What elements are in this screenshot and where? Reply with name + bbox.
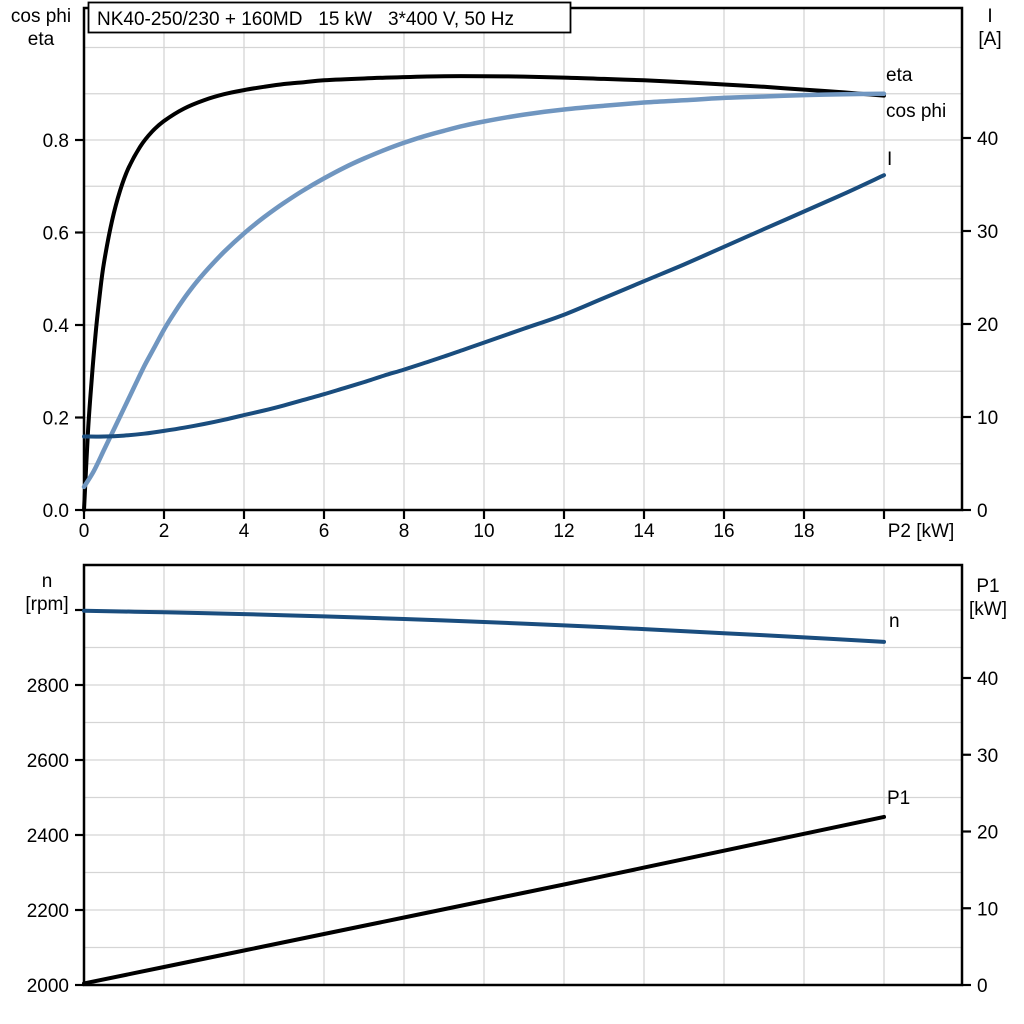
panel-bottom: 20002200240026002800010203040n[rpm]P1[kW… — [25, 563, 1007, 997]
left-tick-label: 0.4 — [43, 316, 70, 337]
right-tick-label: 30 — [977, 222, 998, 243]
x-tick-label: 8 — [399, 521, 410, 542]
right-tick-label: 20 — [977, 315, 998, 336]
left-axis-title-line2: [rpm] — [25, 594, 68, 615]
curve-label-eta: eta — [886, 65, 913, 86]
x-tick-label: 10 — [473, 521, 494, 542]
x-tick-label: 0 — [79, 521, 90, 542]
left-tick-label: 0.8 — [43, 131, 69, 152]
left-tick-label: 0.6 — [43, 224, 69, 245]
x-tick-label: 12 — [553, 521, 574, 542]
title-box-frame — [87, 1, 572, 34]
x-tick-label: 6 — [319, 521, 330, 542]
right-tick-label: 10 — [977, 408, 998, 429]
curve-n — [82, 608, 886, 644]
curve-label-cos-phi: cos phi — [886, 101, 946, 122]
right-tick-label: 0 — [977, 501, 988, 522]
curve-P1 — [82, 814, 886, 986]
right-tick-label: 10 — [977, 899, 998, 920]
curve-I — [82, 173, 886, 439]
left-tick-label: 0.2 — [43, 409, 69, 430]
x-tick-label: 18 — [793, 521, 814, 542]
panel-top: 0.0 0.2 0.4 0.6 0.8 0 10 20 30 40 0 2 4 6 8 10 12 14 16 18 P… — [11, 6, 1002, 542]
left-tick-label: 0.0 — [43, 501, 69, 522]
x-tick-label: 14 — [633, 521, 655, 542]
left-tick-label: 2000 — [27, 976, 69, 997]
title-box: NK40-250/230 + 160MD 15 kW 3*400 V, 50 H… — [87, 1, 572, 34]
left-axis-title-line2: eta — [28, 29, 55, 50]
right-axis-title-line2: [kW] — [969, 599, 1007, 620]
left-tick-label: 2400 — [27, 826, 69, 847]
right-axis-title-line1: I — [987, 6, 992, 27]
axis-ticks: 0.0 0.2 0.4 0.6 0.8 0 10 20 30 40 0 2 4 6 8 10 12 14 16 18 — [43, 129, 999, 542]
left-tick-label: 2800 — [27, 676, 69, 697]
chart-render-root: 0.0 0.2 0.4 0.6 0.8 0 10 20 30 40 0 2 4 6 8 10 12 14 16 18 P… — [11, 6, 1007, 997]
x-tick-label: 16 — [713, 521, 734, 542]
right-tick-label: 0 — [977, 976, 988, 997]
left-tick-label: 2200 — [27, 901, 69, 922]
x-tick-label: 4 — [239, 521, 250, 542]
axis-ticks: 2000 2200 2400 2600 2800 0 10 20 30 40 — [27, 608, 998, 997]
left-tick-label: 2600 — [27, 751, 69, 772]
x-axis-title: P2 [kW] — [888, 521, 955, 542]
right-tick-label: 40 — [977, 669, 998, 690]
right-axis-title-line2: [A] — [978, 29, 1001, 50]
plot-frame — [82, 563, 964, 987]
right-tick-label: 40 — [977, 129, 998, 150]
curve-cos-phi — [81, 91, 887, 490]
x-tick-label: 2 — [159, 521, 170, 542]
left-axis-title-line1: n — [42, 571, 53, 592]
left-axis-title-line1: cos phi — [11, 6, 71, 27]
right-axis-title-line1: P1 — [976, 576, 999, 597]
curve-label-I: I — [887, 149, 892, 170]
right-tick-label: 20 — [977, 823, 998, 844]
curve-label-n: n — [889, 611, 900, 632]
curve-eta — [82, 74, 886, 512]
curve-label-P1: P1 — [887, 788, 910, 809]
right-tick-label: 30 — [977, 746, 998, 767]
chart-title: NK40-250/230 + 160MD 15 kW 3*400 V, 50 H… — [97, 9, 514, 30]
gridlines — [84, 565, 962, 985]
